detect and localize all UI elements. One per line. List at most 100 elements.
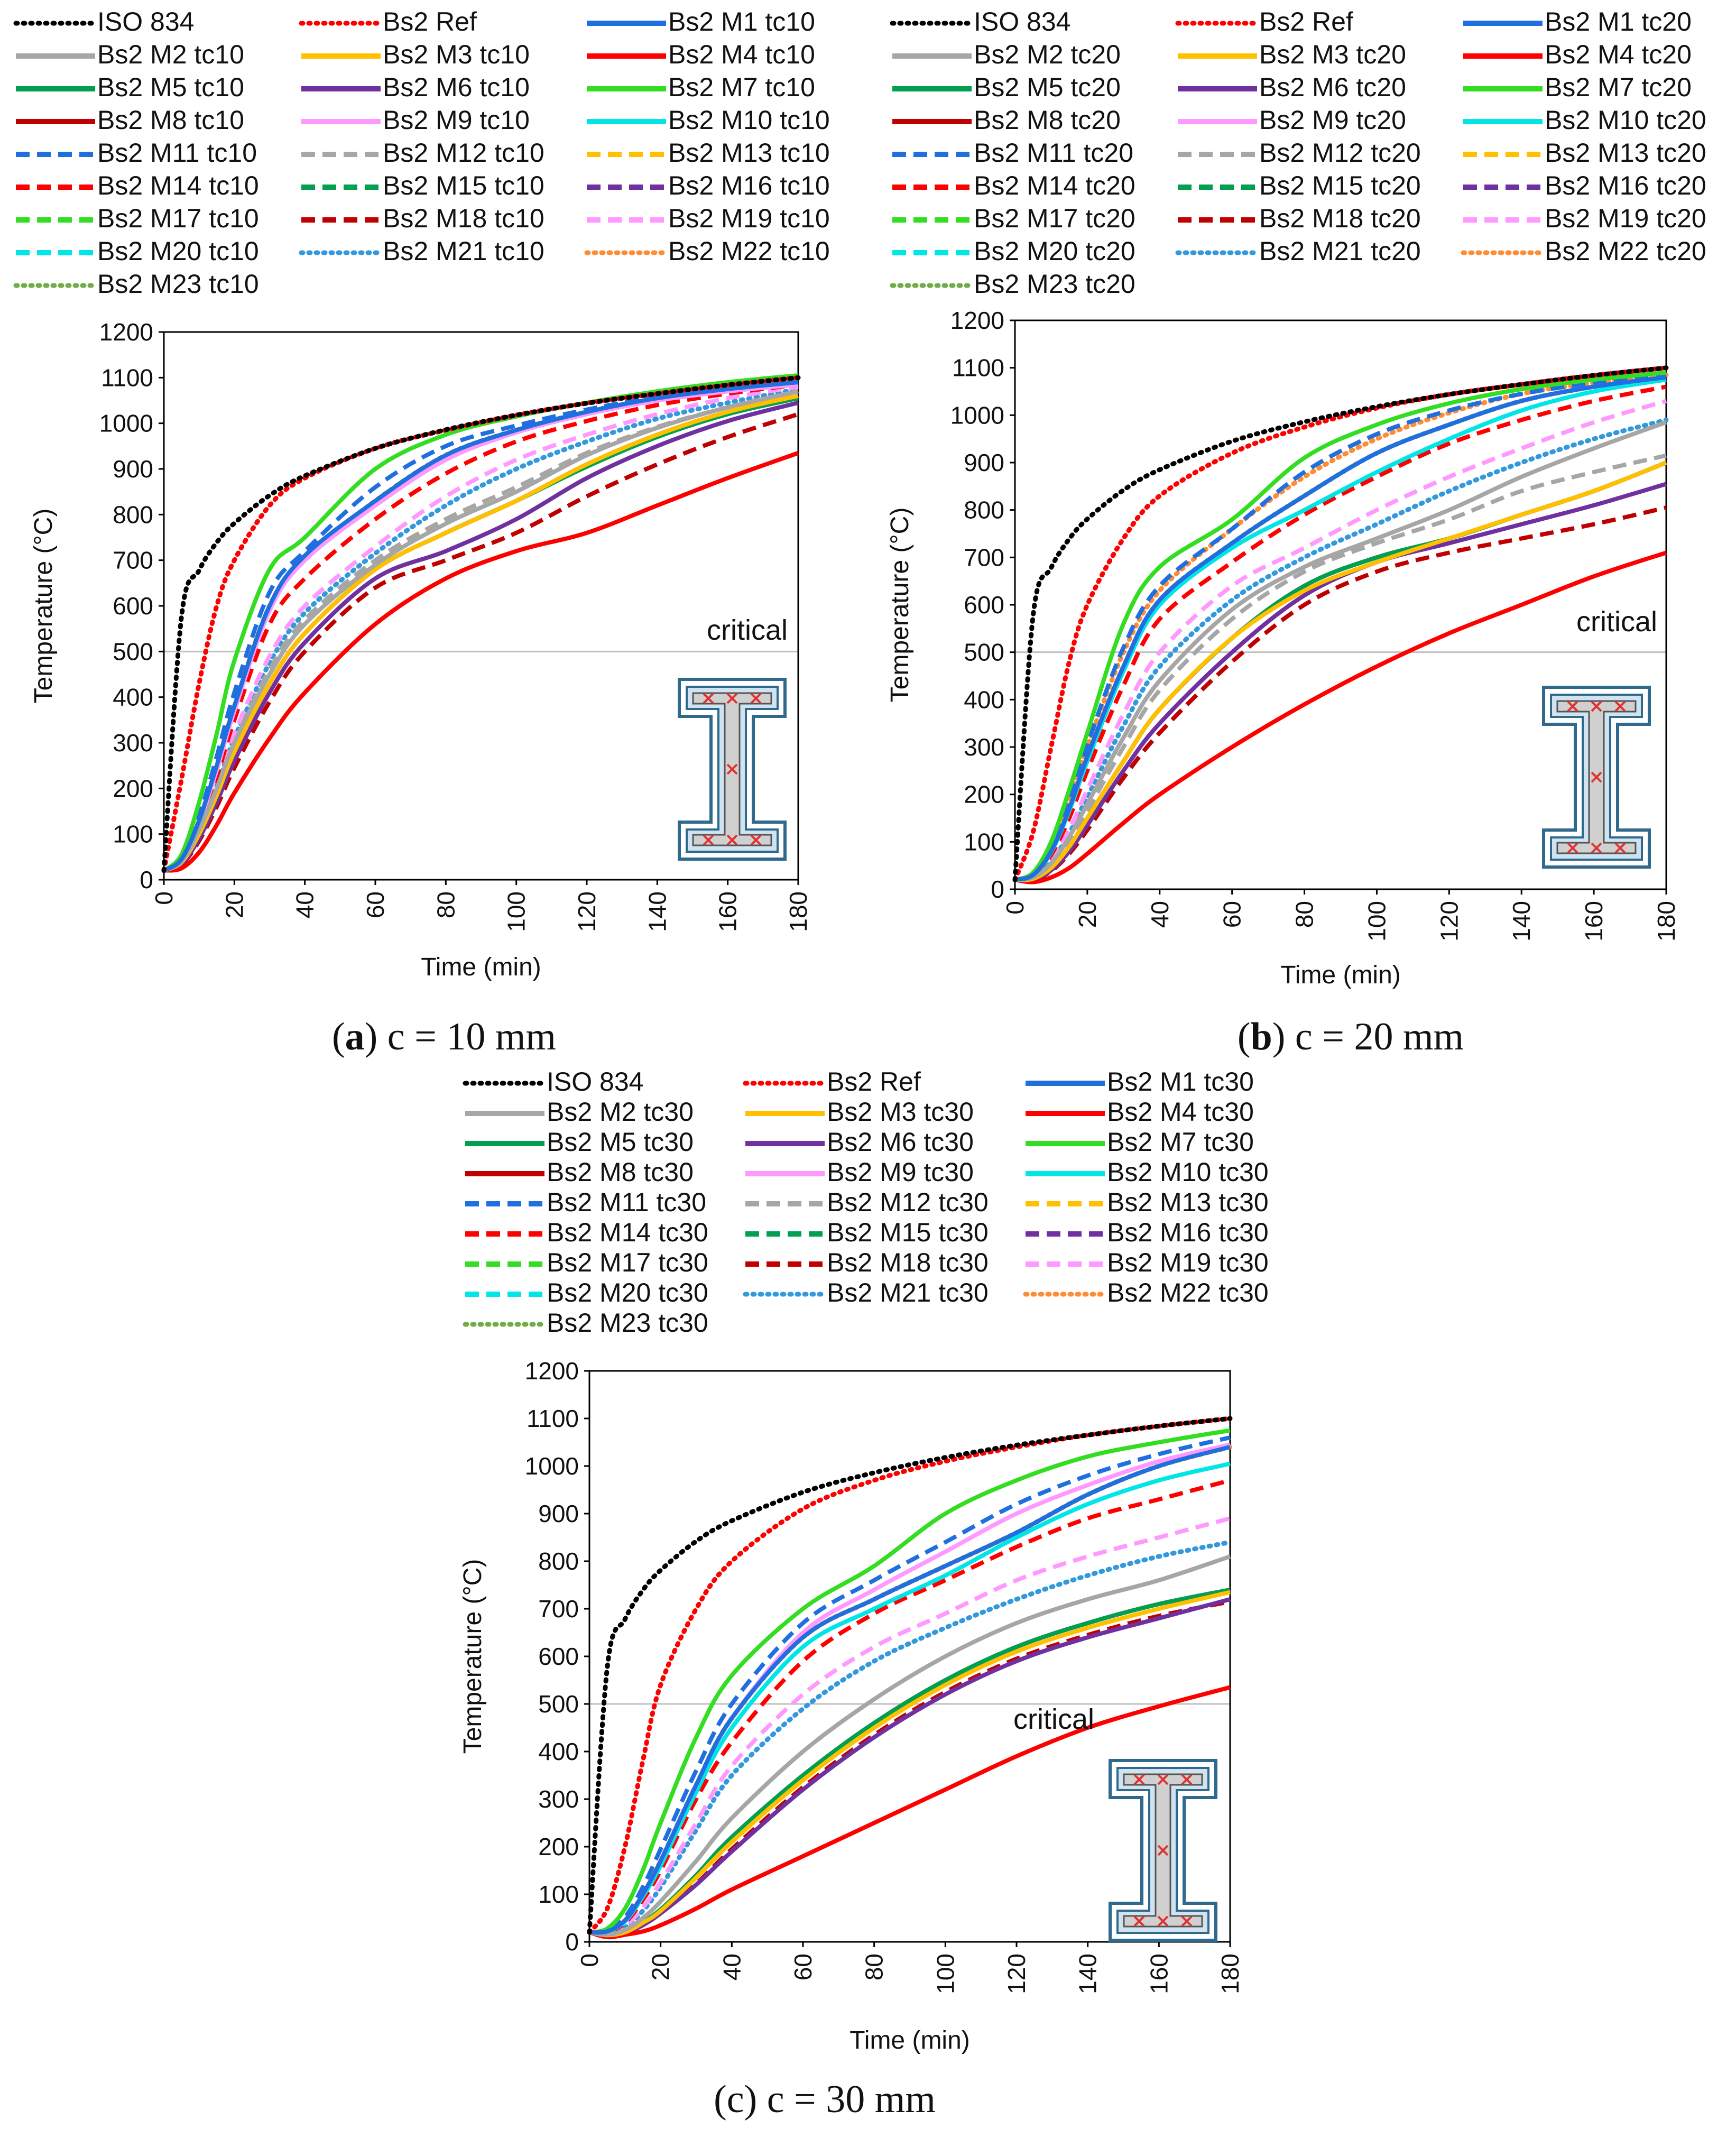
y-tick-label: 1100: [952, 354, 1004, 382]
legend-label: Bs2 M10 tc10: [668, 105, 830, 135]
legend-item: Bs2 M23 tc10: [13, 269, 259, 299]
legend-item: Bs2 M16 tc10: [587, 171, 830, 200]
x-tick-label: 100: [931, 1953, 959, 1994]
series-line: [589, 1445, 1231, 1935]
legend-item: Bs2 M22 tc20: [1461, 236, 1706, 266]
x-tick-label: 160: [1145, 1953, 1172, 1994]
legend-label: Bs2 M18 tc10: [383, 204, 544, 233]
legend-item: Bs2 M21 tc30: [743, 1278, 989, 1307]
y-tick-label: 600: [538, 1643, 579, 1670]
legend-label: Bs2 M20 tc10: [97, 236, 259, 266]
x-tick-label: 180: [1652, 901, 1680, 942]
legend-label: Bs2 M6 tc30: [827, 1127, 974, 1157]
legend-label: Bs2 M6 tc10: [383, 72, 530, 102]
series-line: [163, 393, 799, 873]
legend-item: Bs2 M6 tc10: [301, 72, 530, 102]
series-line: [587, 1444, 1233, 1935]
x-tick-label: 40: [718, 1953, 745, 1980]
y-tick-label: 800: [964, 496, 1004, 524]
legend-item: Bs2 M18 tc20: [1178, 204, 1421, 233]
series-line: [1014, 505, 1667, 883]
legend-item: Bs2 M4 tc20: [1463, 40, 1692, 69]
x-tick-label: 60: [789, 1953, 817, 1980]
x-tick-label: 120: [573, 891, 601, 932]
y-tick-label: 200: [113, 775, 153, 802]
x-axis-title: Time (min): [421, 953, 541, 981]
legend-label: Bs2 M16 tc20: [1545, 171, 1706, 200]
series-line: [589, 1442, 1231, 1935]
legend-item: Bs2 Ref: [299, 7, 477, 36]
x-axis-title: Time (min): [1280, 961, 1401, 989]
legend-item: Bs2 M4 tc10: [587, 40, 815, 69]
legend-item: Bs2 M7 tc20: [1463, 72, 1692, 102]
legend-item: Bs2 M14 tc30: [465, 1218, 708, 1247]
series-line: [162, 373, 799, 872]
x-tick-label: 0: [150, 891, 178, 905]
legend-label: Bs2 M8 tc30: [547, 1157, 694, 1187]
legend-label: Bs2 M17 tc20: [974, 204, 1135, 233]
legend-item: Bs2 M2 tc10: [16, 40, 244, 69]
x-tick-label: 0: [576, 1953, 603, 1967]
x-tick-label: 20: [647, 1953, 675, 1980]
y-tick-label: 700: [113, 547, 153, 574]
legend-label: Bs2 M5 tc20: [974, 72, 1121, 102]
legend-item: Bs2 M13 tc30: [1026, 1187, 1269, 1217]
legend-label: Bs2 M12 tc20: [1259, 138, 1421, 168]
thermocouple-marker: [1591, 771, 1602, 783]
x-tick-label: 20: [220, 891, 248, 918]
legend-item: ISO 834: [890, 7, 1070, 36]
caption-label: b: [1251, 1015, 1272, 1058]
legend-item: Bs2 M3 tc20: [1178, 40, 1406, 69]
legend-label: Bs2 M9 tc20: [1259, 105, 1406, 135]
legend-label: Bs2 M8 tc20: [974, 105, 1121, 135]
series-line: [1012, 365, 1669, 882]
series-line: [1014, 550, 1667, 884]
y-tick-label: 400: [964, 686, 1004, 713]
series-line: [589, 1445, 1231, 1935]
y-axis-title: Temperature (°C): [30, 509, 58, 704]
y-tick-label: 100: [538, 1881, 579, 1908]
legend-item: Bs2 M5 tc20: [892, 72, 1121, 102]
legend-item: Bs2 M17 tc10: [16, 204, 259, 233]
thermocouple-marker: [703, 693, 714, 704]
legend-label: Bs2 M21 tc10: [383, 236, 544, 266]
plot-frame: [588, 1370, 1231, 1943]
series-line: [1014, 370, 1667, 882]
series-line: [163, 451, 799, 873]
series-line: [589, 1428, 1231, 1934]
beam-section-icon: [678, 678, 787, 861]
legend-item: Bs2 M15 tc10: [301, 171, 544, 200]
legend-item: Bs2 M19 tc30: [1026, 1248, 1269, 1277]
legend-label: Bs2 M14 tc30: [547, 1218, 708, 1247]
legend-label: Bs2 M23 tc10: [97, 269, 259, 299]
legend-item: Bs2 M7 tc10: [587, 72, 815, 102]
legend-label: Bs2 M2 tc20: [974, 40, 1121, 69]
legend-label: ISO 834: [974, 7, 1070, 36]
legend-label: Bs2 M3 tc10: [383, 40, 530, 69]
legend-label: Bs2 M18 tc20: [1259, 204, 1421, 233]
series-line: [587, 1444, 1233, 1935]
y-tick-label: 300: [113, 729, 153, 757]
thermocouple-marker: [703, 834, 714, 846]
thermocouple-marker: [726, 834, 738, 846]
legend-label: Bs2 M5 tc30: [547, 1127, 694, 1157]
series-line: [589, 1445, 1231, 1935]
y-tick-label: 900: [964, 449, 1004, 476]
y-tick-label: 1200: [950, 307, 1004, 334]
legend-label: Bs2 M3 tc30: [827, 1097, 974, 1127]
legend-label: Bs2 M21 tc20: [1259, 236, 1421, 266]
x-tick-label: 40: [291, 891, 319, 918]
legend-item: Bs2 M7 tc30: [1026, 1127, 1254, 1157]
legend-item: Bs2 M5 tc30: [465, 1127, 694, 1157]
legend-label: Bs2 M13 tc30: [1107, 1187, 1269, 1217]
x-tick-label: 80: [1291, 901, 1318, 928]
x-tick-label: 60: [362, 891, 389, 918]
series-group: [587, 1416, 1233, 1940]
thermocouple-marker: [1614, 842, 1626, 854]
legend-item: Bs2 M12 tc10: [301, 138, 544, 168]
x-tick-label: 120: [1003, 1953, 1030, 1994]
legend-label: Bs2 M19 tc10: [668, 204, 830, 233]
series-line: [1014, 373, 1667, 882]
legend-item: Bs2 M11 tc30: [465, 1187, 706, 1217]
